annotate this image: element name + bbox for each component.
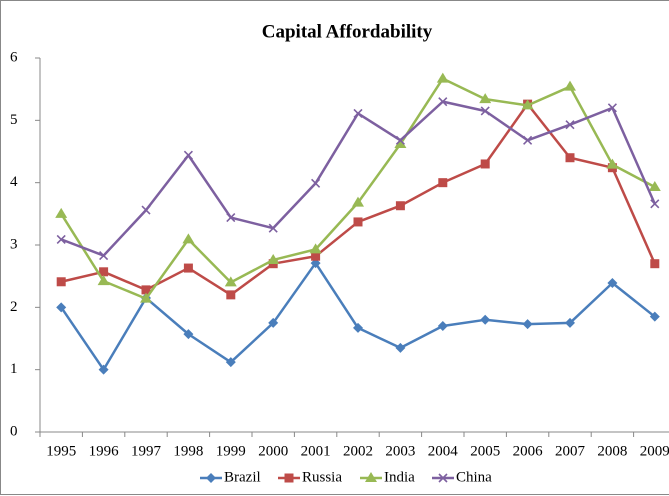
marker bbox=[436, 72, 449, 83]
marker bbox=[353, 108, 363, 119]
y-tick-label: 3 bbox=[10, 236, 18, 252]
x-tick-label: 1998 bbox=[173, 443, 203, 459]
marker bbox=[365, 472, 377, 482]
marker bbox=[479, 93, 492, 104]
marker bbox=[182, 233, 195, 244]
marker bbox=[522, 319, 533, 330]
marker bbox=[650, 199, 660, 209]
marker bbox=[284, 473, 294, 483]
x-tick-label: 1996 bbox=[89, 443, 120, 459]
marker bbox=[183, 329, 194, 340]
marker bbox=[206, 473, 216, 483]
marker bbox=[353, 322, 363, 333]
x-tick-label: 2008 bbox=[597, 443, 627, 459]
marker bbox=[309, 243, 322, 254]
x-tick-label: 1995 bbox=[46, 443, 76, 459]
marker bbox=[268, 223, 278, 233]
y-tick-label: 4 bbox=[10, 174, 18, 190]
marker bbox=[395, 342, 406, 353]
legend-item: China bbox=[432, 469, 492, 485]
marker bbox=[311, 178, 321, 188]
marker bbox=[141, 285, 151, 295]
marker bbox=[565, 120, 575, 130]
marker bbox=[56, 302, 67, 313]
marker bbox=[394, 138, 407, 149]
y-tick-label: 0 bbox=[10, 423, 18, 439]
marker bbox=[224, 276, 237, 287]
marker bbox=[226, 290, 236, 300]
marker bbox=[607, 278, 618, 289]
marker bbox=[438, 178, 448, 188]
marker bbox=[267, 253, 280, 264]
y-tick-label: 2 bbox=[10, 299, 18, 315]
marker bbox=[226, 213, 236, 223]
marker bbox=[606, 158, 619, 169]
marker bbox=[395, 135, 405, 145]
legend-label: India bbox=[384, 469, 415, 485]
marker bbox=[98, 364, 109, 375]
x-tick-label: 1999 bbox=[216, 443, 246, 459]
marker bbox=[523, 135, 533, 145]
y-tick-label: 6 bbox=[10, 49, 18, 65]
marker bbox=[565, 317, 575, 328]
marker bbox=[141, 205, 151, 215]
marker bbox=[648, 181, 661, 192]
x-tick-label: 2003 bbox=[385, 443, 415, 459]
marker bbox=[649, 311, 660, 322]
marker bbox=[437, 321, 448, 332]
marker bbox=[99, 251, 109, 261]
y-tick-label: 5 bbox=[10, 112, 18, 128]
marker bbox=[438, 97, 448, 107]
marker bbox=[564, 80, 576, 91]
legend-item: India bbox=[360, 469, 415, 485]
marker bbox=[97, 275, 110, 286]
legend-item: Brazil bbox=[200, 469, 261, 485]
marker bbox=[56, 234, 66, 244]
x-tick-label: 2001 bbox=[301, 443, 331, 459]
x-tick-label: 1997 bbox=[131, 443, 162, 459]
chart-title: Capital Affordability bbox=[262, 21, 433, 42]
legend-label: Russia bbox=[302, 469, 342, 485]
marker bbox=[268, 317, 279, 328]
marker bbox=[521, 99, 534, 110]
y-tick-label: 1 bbox=[10, 361, 18, 377]
marker bbox=[311, 251, 321, 261]
x-tick-label: 2007 bbox=[555, 443, 586, 459]
marker bbox=[352, 196, 364, 207]
marker bbox=[140, 292, 152, 303]
legend-label: China bbox=[456, 469, 492, 485]
x-tick-label: 2005 bbox=[470, 443, 500, 459]
marker bbox=[607, 103, 617, 113]
marker bbox=[480, 106, 490, 116]
marker bbox=[480, 159, 490, 169]
marker bbox=[650, 259, 660, 269]
x-tick-label: 2009 bbox=[640, 443, 669, 459]
x-tick-label: 2002 bbox=[343, 443, 373, 459]
marker bbox=[55, 207, 68, 218]
marker bbox=[183, 263, 193, 273]
marker bbox=[480, 314, 491, 325]
marker bbox=[56, 277, 66, 287]
legend-label: Brazil bbox=[224, 469, 261, 485]
legend-item: Russia bbox=[278, 469, 342, 485]
x-tick-label: 2000 bbox=[258, 443, 288, 459]
marker bbox=[99, 267, 109, 277]
marker bbox=[395, 201, 405, 211]
marker bbox=[438, 473, 448, 483]
marker bbox=[225, 357, 236, 368]
marker bbox=[183, 150, 193, 160]
marker bbox=[353, 217, 363, 227]
x-tick-label: 2006 bbox=[513, 443, 544, 459]
x-tick-label: 2004 bbox=[428, 443, 459, 459]
marker bbox=[565, 153, 575, 163]
